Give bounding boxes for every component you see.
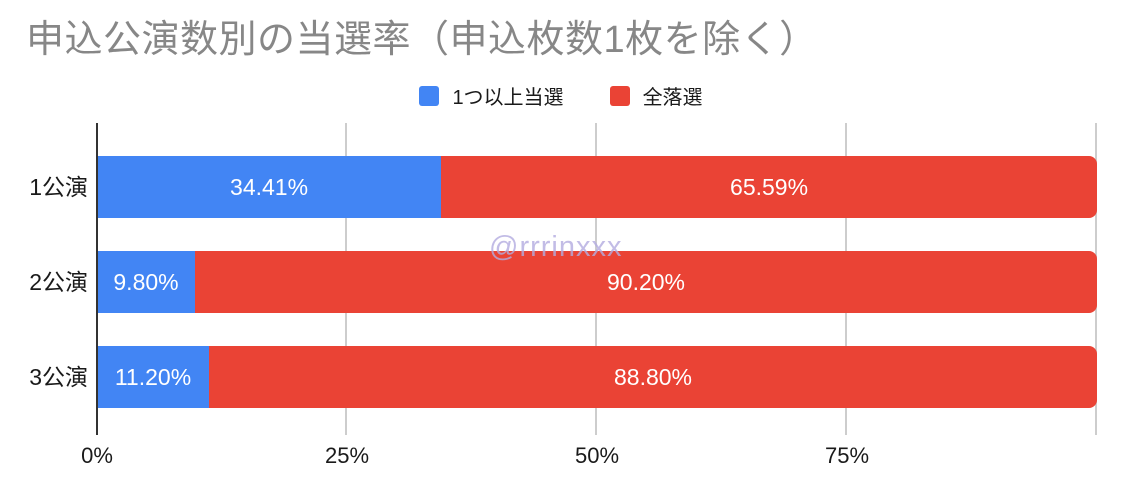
y-axis-line [96,123,98,435]
category-label: 3公演 [29,364,88,390]
legend-item-lost: 全落選 [609,81,703,110]
bar-segment-lost: 65.59% [441,156,1097,218]
legend-swatch-red-icon [609,85,630,106]
category-label: 1公演 [29,174,88,200]
bar-value-label: 11.20% [114,363,192,390]
bar-row: 9.80% 90.20% [97,251,1097,313]
x-tick-label: 75% [824,443,870,468]
bar-segment-won: 34.41% [97,156,442,218]
bar-value-label: 88.80% [613,363,692,390]
bar-row: 11.20% 88.80% [97,346,1097,408]
x-tick-label: 50% [574,443,620,468]
bar-value-label: 65.59% [730,173,809,200]
bar-segment-won: 11.20% [97,346,209,408]
bar-value-label: 9.80% [113,268,179,295]
bar-value-label: 90.20% [606,268,685,295]
legend-label-won: 1つ以上当選 [452,87,564,109]
legend-label-lost: 全落選 [642,87,703,109]
bar-segment-lost: 90.20% [195,251,1097,313]
x-tick-label: 0% [81,443,113,468]
x-tick-label: 25% [324,443,370,468]
bar-value-label: 34.41% [230,173,309,200]
watermark: @rrrinxxx [489,231,623,263]
bar-segment-lost: 88.80% [209,346,1097,408]
bar-row: 34.41% 65.59% [97,156,1097,218]
category-label: 2公演 [29,269,88,295]
bar-segment-won: 9.80% [97,251,195,313]
plot-area: 34.41% 65.59% 9.80% 90.20% 11.20% 88.80% [96,123,1097,435]
legend-item-won: 1つ以上当選 [419,81,564,110]
chart-legend: 1つ以上当選 全落選 [0,81,1122,110]
chart-title: 申込公演数別の当選率（申込枚数1枚を除く） [26,19,818,61]
legend-swatch-blue-icon [419,85,440,106]
